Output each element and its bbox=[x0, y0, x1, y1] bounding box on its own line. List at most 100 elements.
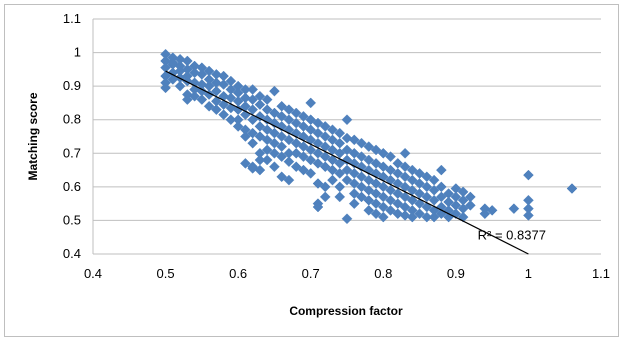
data-point bbox=[240, 158, 251, 169]
data-point bbox=[283, 174, 295, 186]
data-point bbox=[508, 203, 520, 215]
data-points bbox=[160, 48, 578, 225]
trendline bbox=[165, 70, 529, 255]
x-axis-title: Compression factor bbox=[289, 304, 403, 318]
x-tick-label: 0.4 bbox=[84, 266, 102, 281]
data-point bbox=[276, 151, 288, 162]
data-point bbox=[283, 156, 295, 168]
x-tick-label: 0.8 bbox=[374, 266, 392, 281]
data-point bbox=[399, 147, 411, 159]
data-point bbox=[370, 144, 382, 156]
data-point bbox=[465, 199, 476, 211]
data-point bbox=[479, 208, 491, 220]
r-squared-label: R² = 0.8377 bbox=[478, 228, 546, 243]
data-point bbox=[305, 154, 317, 166]
data-point bbox=[348, 134, 360, 146]
x-tick-label: 0.9 bbox=[447, 266, 465, 281]
data-point bbox=[566, 183, 578, 194]
data-point bbox=[269, 85, 280, 97]
data-point bbox=[356, 191, 367, 203]
trendline-segment bbox=[165, 70, 529, 255]
data-point bbox=[385, 151, 396, 162]
data-point bbox=[196, 94, 208, 105]
data-point bbox=[327, 174, 338, 186]
scatter-chart: 0.4 0.5 0.6 0.7 0.8 0.9 1 1.1 0.4 0.5 0.6 0.7 0.8 0.9… bbox=[26, 11, 610, 318]
data-point bbox=[167, 57, 179, 68]
data-point bbox=[363, 205, 375, 216]
x-tick-label: 0.7 bbox=[302, 266, 320, 281]
data-point bbox=[240, 131, 251, 142]
data-point bbox=[356, 137, 367, 149]
data-point bbox=[298, 151, 309, 162]
data-point bbox=[523, 169, 534, 181]
data-point bbox=[283, 134, 295, 146]
data-point bbox=[181, 94, 193, 105]
data-point bbox=[203, 100, 215, 112]
y-tick-label: 0.9 bbox=[63, 78, 81, 93]
y-tick-label: 1.1 bbox=[63, 11, 81, 26]
data-point bbox=[232, 121, 244, 132]
data-point bbox=[218, 109, 229, 121]
data-point bbox=[305, 168, 317, 179]
tick-labels: 0.4 0.5 0.6 0.7 0.8 0.9 1 1.1 0.4 0.5 0.6 0.7 0.8 0.9… bbox=[63, 11, 610, 281]
data-point bbox=[312, 178, 324, 189]
data-point bbox=[298, 164, 309, 176]
data-point bbox=[377, 147, 389, 159]
data-point bbox=[334, 191, 346, 203]
data-point bbox=[377, 211, 389, 223]
chart-frame: 0.4 0.5 0.6 0.7 0.8 0.9 1 1.1 0.4 0.5 0.6 0.7 0.8 0.9… bbox=[4, 4, 619, 337]
x-tick-label: 0.6 bbox=[229, 266, 247, 281]
x-tick-label: 0.5 bbox=[157, 266, 175, 281]
data-point bbox=[428, 211, 440, 223]
y-tick-label: 0.7 bbox=[63, 145, 81, 160]
data-point bbox=[414, 208, 425, 220]
data-point bbox=[254, 99, 266, 110]
data-point bbox=[290, 147, 302, 159]
data-point bbox=[290, 161, 302, 173]
data-point bbox=[334, 168, 346, 179]
data-point bbox=[276, 171, 288, 183]
data-point bbox=[399, 210, 411, 221]
y-axis-title: Matching score bbox=[26, 92, 40, 180]
data-point bbox=[523, 210, 534, 221]
data-point bbox=[312, 158, 324, 169]
data-point bbox=[341, 114, 353, 126]
data-point bbox=[486, 205, 498, 216]
data-point bbox=[225, 114, 237, 126]
data-point bbox=[312, 201, 324, 213]
data-point bbox=[370, 208, 382, 220]
data-point bbox=[421, 211, 433, 223]
data-point bbox=[341, 213, 353, 225]
data-point bbox=[305, 97, 317, 109]
data-point bbox=[174, 80, 186, 92]
y-tick-label: 1 bbox=[74, 45, 81, 60]
y-tick-label: 0.5 bbox=[63, 212, 81, 227]
data-point bbox=[269, 147, 280, 159]
data-point bbox=[261, 154, 273, 166]
data-point bbox=[247, 114, 259, 126]
y-tick-label: 0.4 bbox=[63, 246, 81, 261]
y-tick-label: 0.8 bbox=[63, 112, 81, 127]
x-tick-label: 1 bbox=[525, 266, 532, 281]
data-point bbox=[319, 191, 331, 203]
data-point bbox=[189, 90, 200, 102]
data-point bbox=[247, 163, 259, 174]
data-point bbox=[341, 174, 353, 186]
data-point bbox=[435, 164, 447, 176]
data-point bbox=[319, 161, 331, 173]
data-point bbox=[392, 208, 404, 220]
data-point bbox=[160, 82, 171, 94]
data-point bbox=[363, 141, 375, 152]
data-point bbox=[254, 164, 266, 176]
x-tick-label: 1.1 bbox=[592, 266, 610, 281]
data-point bbox=[341, 132, 353, 144]
data-point bbox=[218, 79, 229, 90]
data-point bbox=[406, 211, 418, 223]
data-point bbox=[247, 137, 259, 149]
data-point bbox=[254, 131, 266, 142]
data-point bbox=[211, 104, 222, 115]
data-point bbox=[348, 198, 360, 209]
data-point bbox=[385, 205, 396, 216]
data-point bbox=[334, 181, 346, 193]
data-point bbox=[269, 161, 280, 173]
